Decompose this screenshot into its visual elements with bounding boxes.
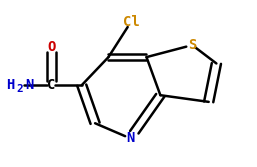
Text: N: N [126,131,134,145]
Text: C: C [47,78,56,92]
Text: 2: 2 [16,84,23,94]
Text: O: O [47,40,56,54]
Text: H: H [6,78,15,92]
Text: N: N [25,78,34,92]
Text: S: S [188,38,196,52]
Text: Cl: Cl [123,15,140,29]
